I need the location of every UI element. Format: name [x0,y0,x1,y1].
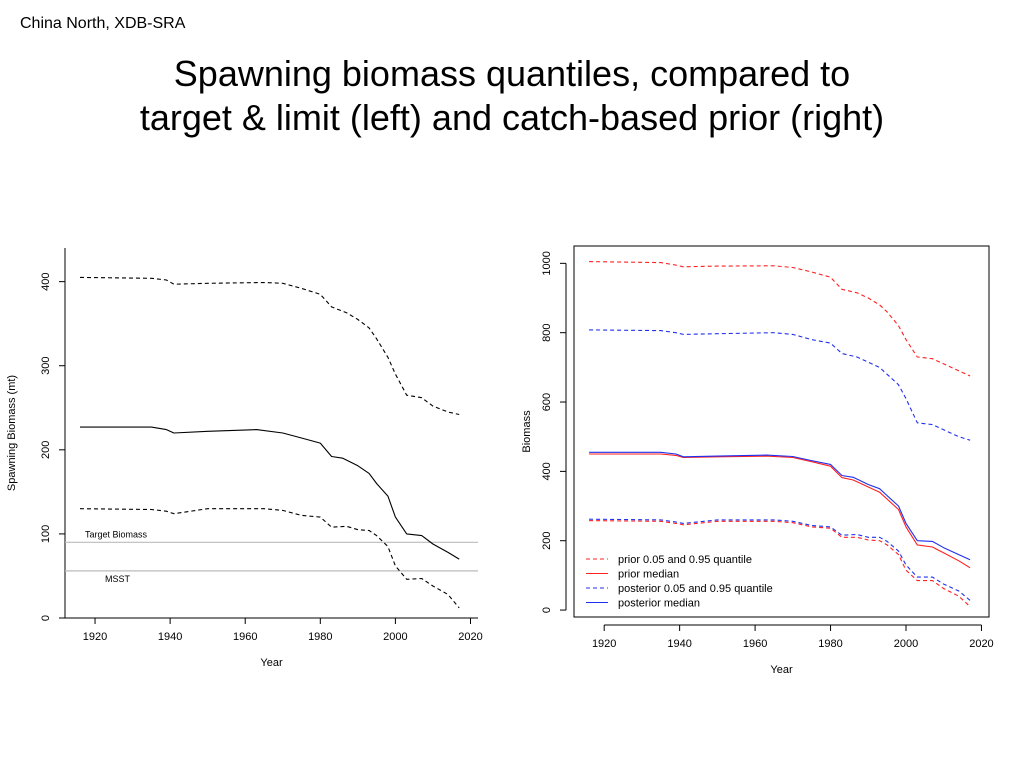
x-tick-label: 1920 [83,631,107,643]
slide-title: Spawning biomass quantiles, compared to … [0,52,1024,140]
legend-label: posterior median [618,598,700,610]
x-tick-label: 1960 [743,638,767,650]
y-tick-label: 1000 [541,251,553,275]
series-line-posterior-median [589,451,971,561]
x-tick-label: 1940 [667,638,691,650]
reference-label-target-biomass: Target Biomass [85,529,148,539]
slide-title-line-2: target & limit (left) and catch-based pr… [139,97,885,138]
y-tick-label: 300 [40,357,52,375]
x-tick-label: 2020 [969,638,993,650]
x-tick-label: 2020 [458,631,482,643]
x-axis-title: Year [770,664,793,676]
x-tick-label: 1920 [592,638,616,650]
series-line-lower-quantile [79,508,460,609]
y-tick-label: 200 [541,532,553,550]
series-line-posterior-0-05-quantile [589,518,971,601]
x-tick-label: 2000 [894,638,918,650]
y-tick-label: 100 [40,525,52,543]
y-tick-label: 800 [541,324,553,342]
x-axis-title: Year [260,657,283,669]
x-tick-label: 1960 [233,631,257,643]
y-tick-label: 0 [40,615,52,621]
series-line-prior-0-05-quantile [589,520,971,608]
y-tick-label: 0 [541,607,553,613]
series-line-upper-quantile [79,276,460,416]
series-line-prior-median [589,453,971,569]
y-axis-title: Spawning Biomass (mt) [6,375,18,491]
x-tick-label: 1980 [818,638,842,650]
series-line-posterior-0-95-quantile [589,329,971,441]
x-tick-label: 1980 [308,631,332,643]
series-line-prior-0-95-quantile [589,261,971,377]
slide-title-line-1: Spawning biomass quantiles, compared to [173,53,851,94]
y-tick-label: 200 [40,441,52,459]
legend-label: posterior 0.05 and 0.95 quantile [618,583,773,595]
x-tick-label: 2000 [383,631,407,643]
legend-label: prior median [618,569,679,581]
legend-label: prior 0.05 and 0.95 quantile [618,554,752,566]
x-tick-label: 1940 [158,631,182,643]
corner-label: China North, XDB-SRA [20,15,186,32]
series-line-median [80,426,460,560]
y-tick-label: 600 [541,393,553,411]
y-tick-label: 400 [541,462,553,480]
y-tick-label: 400 [40,272,52,290]
reference-label-msst: MSST [105,574,131,584]
y-axis-title: Biomass [521,410,533,453]
plot-frame [573,245,990,618]
